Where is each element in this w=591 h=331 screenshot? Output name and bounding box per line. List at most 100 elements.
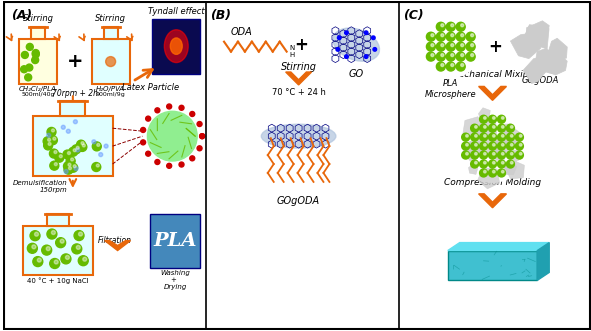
Polygon shape: [523, 58, 546, 83]
Circle shape: [32, 57, 38, 64]
Circle shape: [498, 124, 505, 132]
Text: 900ml/9g: 900ml/9g: [96, 92, 125, 97]
Circle shape: [446, 62, 455, 71]
Circle shape: [446, 22, 455, 31]
FancyBboxPatch shape: [19, 39, 57, 84]
Circle shape: [54, 260, 58, 264]
Circle shape: [480, 115, 488, 123]
Circle shape: [69, 167, 72, 170]
Circle shape: [489, 169, 496, 177]
Bar: [47, 214, 69, 226]
Text: Mechanical Mixing: Mechanical Mixing: [451, 71, 534, 79]
Circle shape: [155, 108, 160, 113]
Text: +: +: [295, 36, 309, 54]
Circle shape: [47, 127, 56, 136]
Circle shape: [81, 142, 84, 145]
Circle shape: [82, 144, 85, 147]
Circle shape: [200, 134, 204, 139]
Circle shape: [46, 247, 50, 251]
Circle shape: [519, 153, 522, 155]
Circle shape: [420, 16, 482, 77]
Circle shape: [345, 55, 348, 58]
Circle shape: [73, 149, 76, 152]
Circle shape: [44, 141, 53, 150]
FancyBboxPatch shape: [152, 19, 200, 73]
Circle shape: [42, 245, 51, 255]
Circle shape: [34, 232, 38, 236]
Circle shape: [451, 34, 454, 37]
Polygon shape: [105, 241, 131, 251]
Circle shape: [76, 146, 79, 149]
Circle shape: [48, 142, 51, 145]
Circle shape: [78, 142, 87, 151]
Circle shape: [492, 117, 495, 119]
Circle shape: [461, 54, 464, 57]
Text: Stirring: Stirring: [281, 62, 317, 71]
Circle shape: [197, 146, 202, 151]
Circle shape: [364, 55, 368, 58]
Circle shape: [483, 135, 486, 137]
Circle shape: [466, 135, 468, 137]
Ellipse shape: [333, 28, 379, 61]
Circle shape: [64, 169, 68, 173]
Circle shape: [179, 162, 184, 167]
Circle shape: [506, 160, 514, 168]
Circle shape: [492, 126, 495, 128]
Circle shape: [461, 24, 464, 27]
Text: Washing
+ 
Drying: Washing + Drying: [160, 270, 190, 290]
Circle shape: [25, 74, 32, 81]
Circle shape: [155, 160, 160, 165]
Circle shape: [97, 143, 100, 146]
Circle shape: [69, 147, 77, 156]
Text: Stirring: Stirring: [95, 14, 126, 23]
Circle shape: [502, 126, 504, 128]
Polygon shape: [548, 38, 567, 61]
Ellipse shape: [164, 30, 188, 63]
Circle shape: [498, 151, 505, 159]
Polygon shape: [501, 126, 521, 148]
Circle shape: [441, 34, 444, 37]
Circle shape: [37, 258, 41, 262]
Circle shape: [50, 259, 60, 268]
Circle shape: [519, 135, 522, 137]
Circle shape: [76, 148, 80, 152]
Circle shape: [48, 138, 51, 141]
Polygon shape: [535, 48, 556, 69]
Circle shape: [431, 34, 434, 37]
Polygon shape: [511, 32, 541, 59]
Circle shape: [92, 142, 101, 151]
Circle shape: [141, 127, 145, 132]
Circle shape: [71, 158, 74, 161]
Circle shape: [54, 151, 57, 154]
Circle shape: [502, 153, 504, 155]
Text: N
H: N H: [290, 45, 295, 58]
Circle shape: [492, 135, 495, 137]
Circle shape: [451, 54, 454, 57]
Circle shape: [64, 165, 73, 174]
Ellipse shape: [261, 124, 336, 148]
Circle shape: [456, 32, 465, 41]
Circle shape: [436, 52, 445, 61]
Circle shape: [179, 105, 184, 110]
Circle shape: [441, 64, 444, 67]
Circle shape: [475, 144, 477, 146]
Circle shape: [51, 129, 54, 132]
Circle shape: [475, 162, 477, 164]
Text: 40 °C + 10g NaCl: 40 °C + 10g NaCl: [27, 277, 89, 284]
Polygon shape: [504, 162, 517, 175]
Circle shape: [498, 142, 505, 150]
Circle shape: [511, 153, 513, 155]
Text: 70 °C + 24 h: 70 °C + 24 h: [272, 88, 326, 97]
Circle shape: [79, 232, 83, 236]
Polygon shape: [285, 72, 311, 85]
Circle shape: [436, 62, 445, 71]
Circle shape: [47, 229, 57, 239]
Circle shape: [51, 231, 56, 235]
Text: Demulsification
150rpm: Demulsification 150rpm: [13, 180, 68, 193]
Circle shape: [27, 43, 33, 50]
Circle shape: [470, 54, 473, 57]
Polygon shape: [538, 54, 558, 74]
Circle shape: [83, 257, 87, 261]
Text: H₂O/PVA: H₂O/PVA: [96, 86, 125, 92]
Circle shape: [441, 24, 444, 27]
